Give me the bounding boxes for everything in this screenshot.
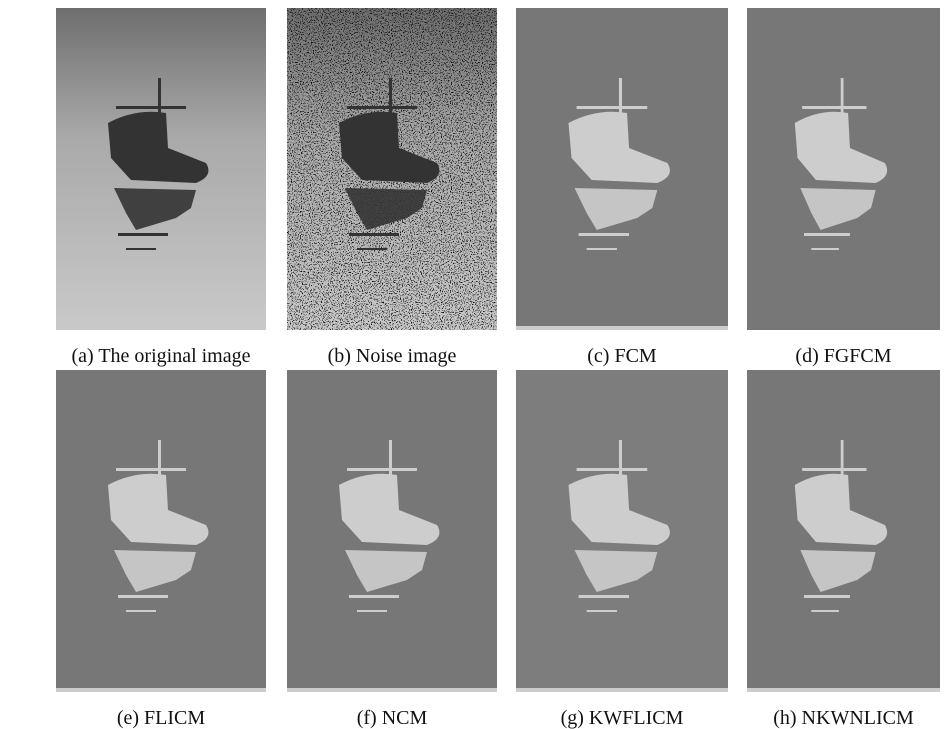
caption: (a) The original image [71, 345, 250, 367]
bottom-strip [56, 688, 266, 692]
caption: (e) FLICM [117, 707, 206, 729]
image-panel [287, 370, 497, 692]
bottom-strip [747, 688, 940, 692]
image-panel [747, 8, 940, 330]
caption: (h) NKWNLICM [773, 707, 914, 729]
image-panel [516, 8, 728, 330]
caption: (b) Noise image [328, 345, 457, 367]
figure: (a) The original image (b) Noise image (c)… [0, 0, 946, 729]
caption: (f) NCM [357, 707, 428, 729]
caption: (d) FGFCM [795, 345, 891, 367]
image-panel [56, 8, 266, 330]
bottom-strip [516, 688, 728, 692]
image-panel [56, 370, 266, 692]
caption: (g) KWFLICM [561, 707, 684, 729]
image-panel [747, 370, 940, 692]
image-panel [287, 8, 497, 330]
bottom-strip [516, 326, 728, 330]
image-panel [516, 370, 728, 692]
caption: (c) FCM [587, 345, 657, 367]
bottom-strip [287, 688, 497, 692]
